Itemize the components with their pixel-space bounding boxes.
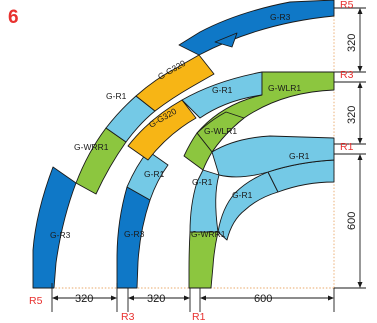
label-g-r1-outer: G-R1 <box>106 91 127 101</box>
radius-label-bottom-r5: R5 <box>29 295 43 307</box>
outer-track <box>32 0 335 289</box>
dim-label-600: 600 <box>254 293 272 305</box>
radius-label-bottom-r3: R3 <box>121 311 135 323</box>
radius-label-right-r5: R5 <box>340 0 354 11</box>
dim-label-320-left: 320 <box>75 293 93 305</box>
track-piece-g-r1-inner-a <box>189 169 220 233</box>
dim-label-right-320-top: 320 <box>346 34 358 52</box>
label-g-wrr1-outer: G-WRR1 <box>74 142 109 152</box>
label-g-r3-middle-bottom: G-R3 <box>124 229 145 239</box>
label-g-r1-middle-a: G-R1 <box>144 169 165 179</box>
inner-track <box>188 135 335 289</box>
radius-label-bottom-r1: R1 <box>192 311 206 323</box>
label-g-r1-middle-b: G-R1 <box>212 85 233 95</box>
dim-label-right-320-mid: 320 <box>346 106 358 124</box>
label-g-r1-inner-a: G-R1 <box>192 177 213 187</box>
track-piece-g-g320-middle <box>127 99 197 161</box>
label-g-wlr1-middle: G-WLR1 <box>204 126 237 136</box>
track-piece-g-r3-outer-bottom <box>32 166 77 289</box>
dim-label-320-right: 320 <box>147 293 165 305</box>
track-piece-g-r3-outer-top <box>178 0 335 56</box>
radius-label-right-r3: R3 <box>340 69 354 81</box>
track-piece-g-r1-inner-b <box>217 171 279 241</box>
label-g-r3-outer-top: G-R3 <box>270 12 291 22</box>
right-dimensions <box>334 7 366 289</box>
label-g-r1-inner-b: G-R1 <box>232 190 253 200</box>
track-piece-g-wrr1-outer <box>75 127 127 195</box>
radius-labels: R5 R3 R1 R5 R3 R1 <box>29 0 354 323</box>
label-g-r1-inner-c: G-R1 <box>289 151 310 161</box>
track-piece-g-wrr1-inner <box>188 231 219 289</box>
figure-number: 6 <box>8 7 19 28</box>
middle-track <box>116 71 335 289</box>
track-piece-g-r3-outer-top-end <box>214 32 238 48</box>
track-piece-g-g320-outer <box>135 54 215 112</box>
track-piece-g-r1-middle-c <box>211 135 335 178</box>
label-g-wlr1-top: G-WLR1 <box>268 83 301 93</box>
track-piece-g-r1-middle-a <box>126 150 169 201</box>
dim-label-right-600: 600 <box>346 212 358 230</box>
bottom-dimensions <box>51 283 335 312</box>
label-g-wrr1-inner: G-WRR1 <box>191 229 226 239</box>
radius-label-right-r1: R1 <box>340 141 354 153</box>
label-g-r3-outer-bottom: G-R3 <box>50 230 71 240</box>
track-piece-g-wlr1-joint <box>196 111 245 153</box>
